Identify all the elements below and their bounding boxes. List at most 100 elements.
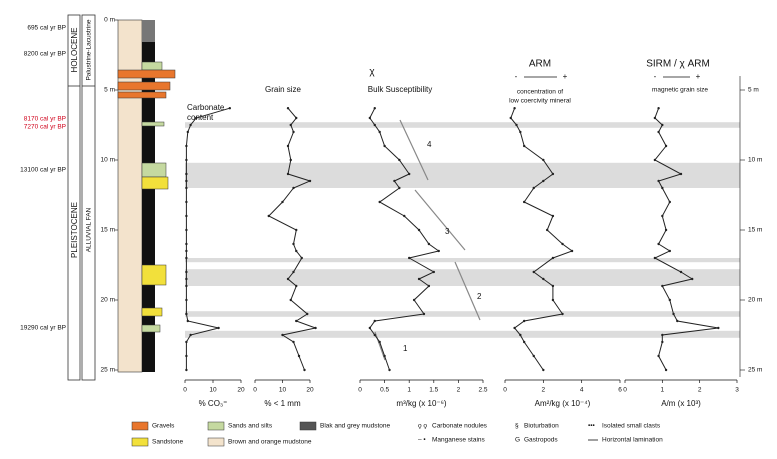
x-tick-label: 1.5 [429, 387, 438, 394]
panel-title: Grain size [265, 85, 302, 94]
profile-point [289, 123, 292, 127]
profile-line [510, 108, 574, 371]
lithology-mudstone [117, 19, 143, 373]
profile-point [373, 107, 376, 110]
trend-label: 4 [427, 140, 432, 149]
profile-point [657, 179, 660, 183]
profile-point [657, 130, 660, 134]
profile-point [542, 277, 545, 281]
profile-point [417, 277, 421, 281]
profile-point [664, 368, 668, 372]
profile-point [300, 256, 303, 260]
profile-point [189, 123, 192, 127]
legend-symbol: – • [418, 437, 426, 444]
profile-point [368, 116, 372, 120]
legend-label: Isolated small clasts [602, 423, 661, 430]
profile-point [551, 214, 555, 218]
profile-point [295, 319, 298, 323]
x-tick-label: 20 [306, 387, 314, 394]
profile-point [542, 368, 545, 372]
profile-point [292, 130, 295, 134]
age: 8170 cal yr BP [24, 116, 66, 123]
legend-label: Gastropods [524, 437, 558, 444]
x-tick-label: 0 [358, 387, 362, 394]
profile-point [308, 179, 312, 183]
panel-title: magnetic grain size [652, 87, 708, 94]
profile-point [545, 228, 549, 232]
profile-point [185, 172, 188, 176]
profile-point [691, 277, 694, 281]
highlight-band [185, 162, 740, 188]
profile-point [661, 340, 664, 344]
profile-point [292, 340, 295, 344]
profile-point [185, 298, 188, 302]
legend-symbol: ••• [588, 423, 596, 430]
x-tick-label: 0 [503, 387, 507, 394]
panel-minus: - [515, 72, 518, 81]
profile-point [295, 284, 298, 288]
legend-swatch [299, 421, 317, 431]
profile-point [509, 116, 512, 120]
profile-point [185, 158, 188, 162]
profile-point [532, 270, 535, 274]
profile-point [522, 319, 526, 323]
legend-symbol: G [515, 437, 520, 444]
profile-point [267, 214, 270, 218]
profile-point [185, 186, 188, 190]
legend-label: Blak and grey mudstone [320, 423, 390, 430]
profile-point [388, 368, 391, 372]
profile-point [417, 228, 421, 232]
profile-point [676, 319, 679, 323]
profile-point [532, 354, 535, 358]
profile-point [186, 319, 189, 323]
x-tick-label: 0 [183, 387, 187, 394]
legend-swatch [131, 421, 149, 431]
x-tick-label: 1 [407, 387, 411, 394]
panel-symbol: ARM [529, 59, 551, 70]
profile-point [306, 312, 309, 316]
profile-point [185, 354, 188, 358]
highlight-band [185, 122, 740, 128]
profile-point [383, 354, 386, 358]
depth-tick-label: 25 m [101, 367, 115, 374]
profile-point [378, 340, 381, 344]
profile-point [551, 172, 555, 176]
profile-point [295, 116, 298, 120]
profile-point [427, 284, 431, 288]
profile-point [281, 200, 284, 204]
profile-point [437, 249, 440, 253]
age: 19290 cal yr BP [20, 325, 66, 332]
profile-point [519, 130, 522, 134]
profile-point [664, 144, 668, 148]
highlight-band [185, 330, 740, 338]
right-tick-label: 25 m [748, 367, 762, 374]
highlight-band [185, 269, 740, 286]
panel-symbol: χ [369, 67, 375, 78]
profile-point [561, 312, 564, 316]
profile-point [378, 200, 381, 204]
profile-point [185, 179, 188, 183]
profile-point [185, 270, 188, 274]
profile-point [653, 256, 657, 260]
profile-point [195, 116, 198, 120]
profile-point [653, 116, 657, 120]
profile-point [717, 326, 720, 330]
arrow [399, 119, 429, 181]
profile-point [657, 242, 660, 246]
legend-swatch [207, 421, 225, 431]
age: 695 cal yr BP [27, 25, 66, 32]
profile-point [378, 130, 381, 134]
profile-point [185, 312, 188, 316]
panel-title: low coercivity mineral [509, 98, 571, 105]
profile-point [373, 319, 376, 323]
profile-point [422, 312, 426, 316]
x-tick-label: 10 [209, 387, 217, 394]
lithology-gravel [117, 81, 171, 91]
facies: ALLUVIAL FAN [86, 207, 93, 252]
profile-point [661, 333, 664, 337]
profile-point [373, 123, 376, 127]
profile-point [289, 298, 292, 302]
panel-minus: - [654, 72, 657, 81]
profile-point [185, 340, 188, 344]
